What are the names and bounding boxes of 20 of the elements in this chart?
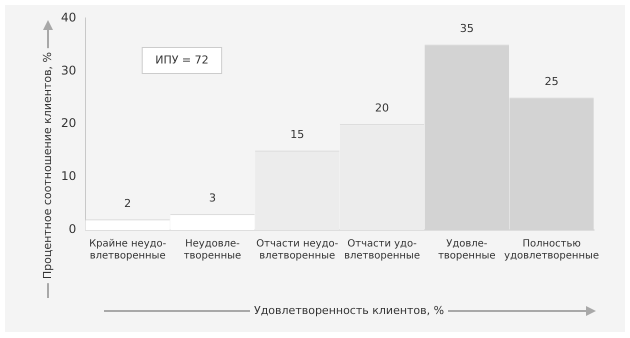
x-tick-label: Отчасти неудо- влетворенные [256,238,339,262]
x-tick-label: Отчасти удо- влетворенные [344,238,420,262]
x-axis-title: Удовлетворенность клиентов, % [250,304,448,317]
data-label: 15 [290,128,304,141]
y-tick-label: 10 [60,169,76,184]
data-label: 35 [460,22,474,36]
y-tick-label: 40 [60,10,76,24]
data-label: 25 [544,74,559,88]
y-axis-title: Процентное соотношение клиентов, % [41,48,54,284]
annotation: ИПУ = 72 [155,53,209,66]
x-tick-label: Удовле- творенные [438,238,496,262]
data-label: 2 [124,196,132,210]
data-label: 3 [208,191,216,204]
y-tick-label: 20 [60,116,76,130]
y-tick-label: 0 [68,222,76,236]
x-tick-label: Неудовле- творенные [184,238,242,262]
x-tick-label: Крайне неудо- влетворенные [89,238,167,262]
y-tick-label: 30 [60,63,76,78]
x-tick-label: Полностью удовлетворенные [504,238,600,262]
data-label: 20 [375,101,390,114]
